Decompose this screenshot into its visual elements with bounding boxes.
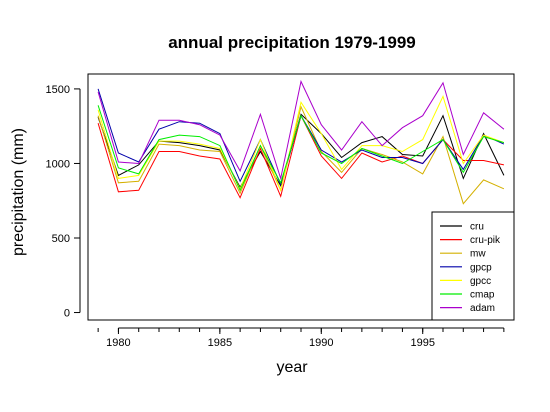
y-tick-label: 1000 bbox=[46, 158, 70, 170]
series-line-gpcc bbox=[97, 95, 505, 192]
legend-label-gpcp: gpcp bbox=[470, 262, 492, 273]
legend-label-adam: adam bbox=[470, 303, 495, 314]
y-tick-label: 500 bbox=[52, 233, 70, 245]
legend: cru cru-pik mw gpcp gpcc cmap adam bbox=[431, 211, 515, 321]
chart-title: annual precipitation 1979-1999 bbox=[168, 33, 416, 52]
x-axis: 1980 1985 1990 1995 bbox=[97, 327, 505, 349]
y-axis-title: precipitation (mm) bbox=[10, 128, 27, 256]
x-tick-label: 1985 bbox=[208, 337, 232, 349]
series-line-cru-pik bbox=[97, 114, 505, 199]
legend-box bbox=[431, 211, 515, 321]
y-axis: 0 500 1000 1500 bbox=[46, 84, 81, 320]
x-tick-label: 1980 bbox=[106, 337, 130, 349]
legend-label-cmap: cmap bbox=[470, 290, 495, 301]
legend-label-cru: cru bbox=[470, 222, 484, 233]
legend-label-mw: mw bbox=[470, 249, 486, 260]
series-line-cru bbox=[97, 113, 505, 189]
y-tick-label: 0 bbox=[64, 308, 70, 320]
series-line-cmap bbox=[97, 105, 505, 192]
x-tick-label: 1995 bbox=[410, 337, 434, 349]
series-line-mw bbox=[97, 105, 505, 205]
legend-label-cru-pik: cru-pik bbox=[470, 235, 501, 246]
x-axis-title: year bbox=[276, 359, 308, 376]
plot-frame bbox=[87, 73, 515, 321]
x-tick-label: 1990 bbox=[309, 337, 333, 349]
legend-label-gpcc: gpcc bbox=[470, 276, 491, 287]
series-layer bbox=[97, 79, 505, 205]
y-tick-label: 1500 bbox=[46, 84, 70, 96]
series-line-adam bbox=[97, 79, 505, 181]
